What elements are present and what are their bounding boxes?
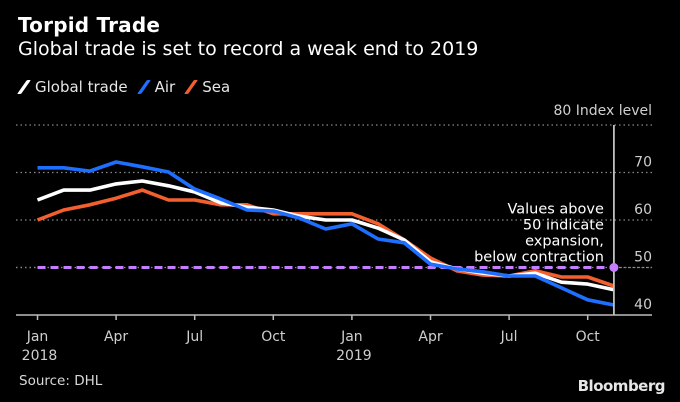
y-tick-label-70: 70 <box>634 155 652 171</box>
x-tick-label: Jan <box>340 329 363 345</box>
x-tick-label: Jul <box>185 329 203 345</box>
legend-item-air: Air <box>136 78 176 96</box>
x-axis: Jan 2018 Apr Jul Oct Jan 2019 Apr Jul Oct <box>16 314 652 364</box>
series-line-air <box>37 160 615 307</box>
vertical-marker-group <box>609 125 619 315</box>
x-tick-year-label: 2018 <box>22 348 58 364</box>
legend-label-sea: Sea <box>202 78 231 96</box>
y-axis-ticks: 40 50 60 70 80 Index level <box>553 103 652 313</box>
x-tick-label: Oct <box>576 329 601 345</box>
annotation-line: below contraction <box>474 250 604 266</box>
series-lines <box>36 160 615 307</box>
x-tick-label: Apr <box>418 329 442 345</box>
legend-label-global-trade: Global trade <box>35 78 128 96</box>
y-tick-label-60: 60 <box>634 202 652 218</box>
x-tick-label: Oct <box>261 329 286 345</box>
annotation-line: 50 indicate <box>523 218 604 234</box>
y-tick-label-50: 50 <box>634 250 652 266</box>
legend-label-air: Air <box>154 78 176 96</box>
source-note: Source: DHL <box>19 373 103 389</box>
x-tick-label: Apr <box>104 329 128 345</box>
reference-dot <box>609 263 619 272</box>
chart-subtitle: Global trade is set to record a weak end… <box>18 38 479 60</box>
x-tick-label: Jan <box>26 329 49 345</box>
legend: Global trade Air Sea <box>17 78 240 96</box>
annotation-line: Values above <box>507 202 604 218</box>
annotation-line: expansion, <box>525 234 604 250</box>
x-tick-label: Jul <box>500 329 518 345</box>
legend-item-global-trade: Global trade <box>17 78 128 96</box>
y-tick-label-80: 80 Index level <box>553 103 652 119</box>
y-tick-label-40: 40 <box>634 297 652 313</box>
bloomberg-logo: Bloomberg <box>577 377 666 395</box>
x-tick-year-label: 2019 <box>336 348 372 364</box>
legend-item-sea: Sea <box>184 78 231 96</box>
chart-title: Torpid Trade <box>18 13 161 37</box>
